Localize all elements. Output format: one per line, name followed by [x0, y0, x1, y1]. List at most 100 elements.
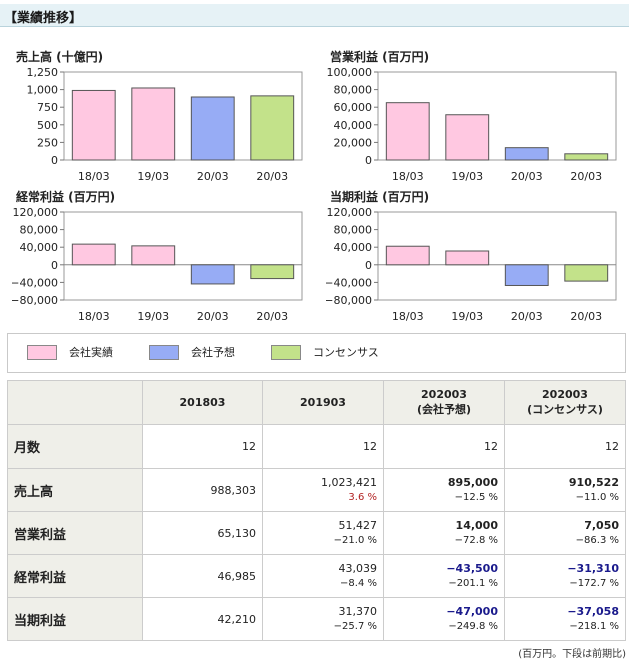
cell-value: 910,522 — [568, 476, 619, 489]
cell-value: −43,500 — [446, 562, 498, 575]
cell-value: 14,000 — [455, 519, 498, 532]
table-cell: 42,210 — [142, 597, 263, 641]
cell-value: 51,427 — [338, 519, 378, 532]
chart-legend: 会社実績 会社予想 コンセンサス — [7, 333, 626, 373]
bar-consensus — [250, 264, 295, 280]
bar-forecast — [504, 147, 549, 161]
y-tick-label: −40,000 — [326, 276, 372, 289]
y-tick-label: 80,000 — [20, 224, 59, 237]
y-tick-label: 0 — [51, 259, 58, 272]
y-tick-label: 750 — [37, 101, 58, 114]
table-row: 営業利益 65,130 51,427 −21.0 % 14,000 −72.8 % 7,05… — [7, 511, 626, 555]
y-tick-label: 250 — [37, 136, 58, 149]
x-tick-label: 19/03 — [451, 170, 483, 183]
row-label: 経常利益 — [7, 554, 143, 598]
x-tick-label: 18/03 — [392, 310, 424, 323]
y-tick-label: 500 — [37, 119, 58, 132]
chart-ordinary-profit: 経常利益 (百万円) −80,000 −40,000 0 40,000 80,000 120… — [12, 188, 312, 328]
table-note: (百万円。下段は前期比) — [518, 649, 626, 660]
row-label: 当期利益 — [7, 597, 143, 641]
legend-item-consensus: コンセンサス — [271, 344, 379, 360]
x-tick-label: 19/03 — [451, 310, 483, 323]
chart-title: 当期利益 (百万円) — [330, 189, 429, 204]
cell-yoy-change: −218.1 % — [569, 621, 619, 632]
table-cell: −31,310 −172.7 % — [504, 554, 626, 598]
table-cell: 65,130 — [142, 511, 263, 555]
cell-value: 988,303 — [210, 483, 257, 497]
performance-table: 201803 201903 202003 (会社予想) 202003 (コンセン… — [7, 380, 626, 641]
cell-value: 42,210 — [217, 612, 257, 626]
y-tick-label: 60,000 — [334, 101, 373, 114]
bar-actual — [385, 102, 430, 161]
y-tick-label: 80,000 — [334, 84, 373, 97]
table-cell: 46,985 — [142, 554, 263, 598]
y-tick-label: 1,250 — [27, 66, 59, 79]
x-tick-label: 19/03 — [137, 170, 169, 183]
table-cell: 12 — [504, 424, 626, 469]
chart-svg: 売上高 (十億円) 0 250 500 750 1,000 1,250 18/03 19/03 2… — [16, 49, 303, 183]
table-cell: 43,039 −8.4 % — [262, 554, 384, 598]
cell-value: 12 — [242, 440, 256, 453]
cell-value: 31,370 — [338, 605, 378, 618]
legend-swatch-actual — [27, 344, 57, 360]
table-row: 経常利益 46,985 43,039 −8.4 % −43,500 −201.1 % −31… — [7, 554, 626, 598]
chart-title: 営業利益 (百万円) — [330, 49, 429, 64]
cell-yoy-change: −8.4 % — [340, 578, 377, 589]
cell-value: 46,985 — [217, 569, 257, 583]
table-cell: −43,500 −201.1 % — [383, 554, 505, 598]
table-cell: 12 — [142, 424, 263, 469]
cell-value: 65,130 — [217, 526, 257, 540]
bar-actual — [71, 89, 116, 161]
table-cell: 988,303 — [142, 468, 263, 512]
y-tick-label: 1,000 — [27, 84, 59, 97]
legend-label: 会社予想 — [191, 346, 235, 359]
table-header-cell: 202003 (会社予想) — [383, 380, 505, 425]
x-tick-label: 19/03 — [137, 310, 169, 323]
table-header-cell: 202003 (コンセンサス) — [504, 380, 626, 425]
cell-value: 12 — [605, 440, 619, 453]
table-header-cell: 201903 — [262, 380, 384, 425]
bar-forecast — [190, 264, 235, 285]
cell-value: 1,023,421 — [321, 476, 377, 489]
chart-operating-profit: 営業利益 (百万円) 0 20,000 40,000 60,000 80,000 100,0… — [326, 48, 626, 188]
bar-actual — [71, 243, 116, 266]
y-tick-label: 100,000 — [327, 66, 373, 79]
cell-value: −31,310 — [567, 562, 619, 575]
cell-yoy-change: −25.7 % — [333, 621, 377, 632]
y-tick-label: 120,000 — [327, 206, 373, 219]
cell-yoy-change: 3.6 % — [348, 492, 377, 503]
table-header-row: 201803 201903 202003 (会社予想) 202003 (コンセン… — [7, 380, 626, 425]
y-tick-label: 0 — [51, 154, 58, 167]
bar-actual — [131, 87, 176, 161]
legend-label: 会社実績 — [69, 346, 113, 359]
chart-svg: 経常利益 (百万円) −80,000 −40,000 0 40,000 80,000 120… — [12, 189, 303, 323]
cell-yoy-change: −12.5 % — [454, 492, 498, 503]
cell-yoy-change: −249.8 % — [448, 621, 498, 632]
y-tick-label: −40,000 — [12, 276, 58, 289]
y-tick-label: −80,000 — [326, 294, 372, 307]
x-tick-label: 18/03 — [392, 170, 424, 183]
y-tick-label: 20,000 — [334, 136, 373, 149]
row-label: 営業利益 — [7, 511, 143, 555]
table-cell: 910,522 −11.0 % — [504, 468, 626, 512]
y-tick-label: 0 — [365, 154, 372, 167]
x-tick-label: 20/03 — [570, 170, 602, 183]
y-tick-label: 40,000 — [20, 241, 59, 254]
table-cell: −47,000 −249.8 % — [383, 597, 505, 641]
bar-forecast — [504, 264, 549, 286]
cell-value: −47,000 — [446, 605, 498, 618]
chart-title: 経常利益 (百万円) — [16, 189, 115, 204]
cell-yoy-change: −172.7 % — [569, 578, 619, 589]
x-tick-label: 20/03 — [197, 310, 229, 323]
chart-net-profit: 当期利益 (百万円) −80,000 −40,000 0 40,000 80,000 120… — [326, 188, 626, 328]
table-header-cell: 201803 — [142, 380, 263, 425]
x-tick-label: 20/03 — [511, 310, 543, 323]
y-tick-label: 40,000 — [334, 119, 373, 132]
table-cell: 12 — [383, 424, 505, 469]
chart-sales: 売上高 (十億円) 0 250 500 750 1,000 1,250 18/03 19/03 2… — [12, 48, 312, 188]
cell-yoy-change: −86.3 % — [575, 535, 619, 546]
bar-actual — [131, 245, 176, 266]
bar-consensus — [564, 153, 609, 161]
table-row: 月数 12 12 12 12 — [7, 424, 626, 469]
cell-value: 895,000 — [447, 476, 498, 489]
